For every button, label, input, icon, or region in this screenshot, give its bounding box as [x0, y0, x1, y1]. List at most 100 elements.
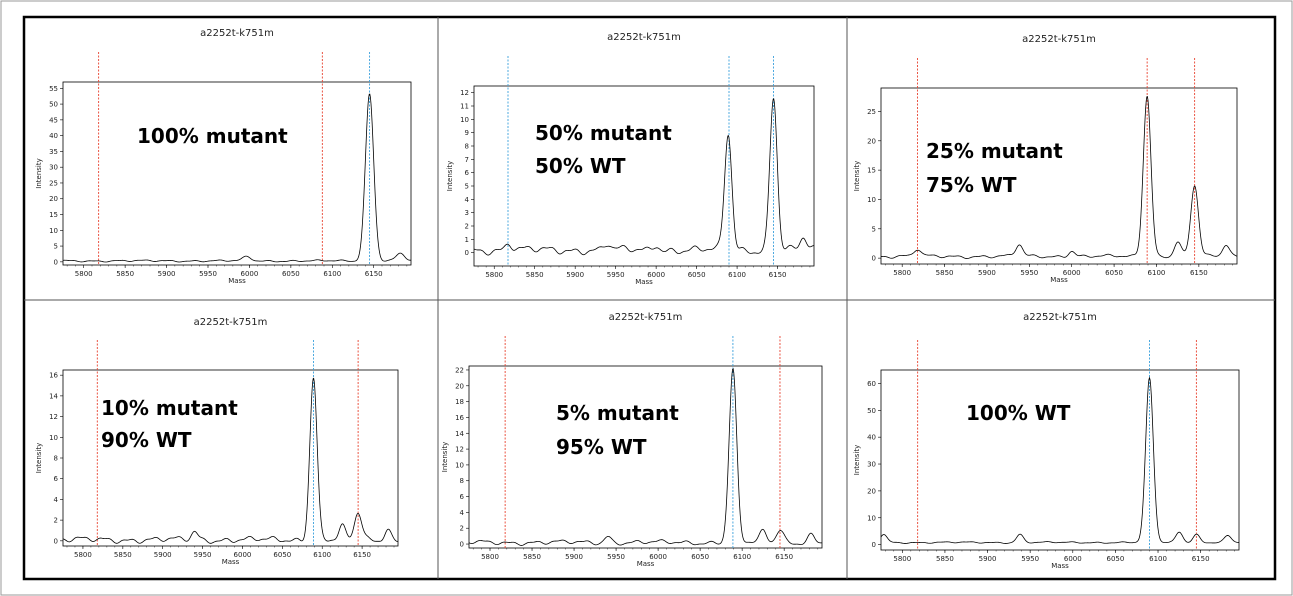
y-tick-label: 20	[455, 382, 464, 390]
y-tick-label: 9	[465, 129, 469, 137]
y-tick-label: 30	[49, 164, 58, 172]
x-tick-label: 5850	[114, 551, 132, 559]
y-tick-label: 10	[455, 461, 464, 469]
y-tick-label: 20	[867, 137, 876, 145]
y-tick-label: 0	[54, 537, 58, 545]
y-tick-label: 10	[49, 227, 58, 235]
x-tick-label: 5900	[979, 555, 997, 563]
y-tick-label: 40	[867, 434, 876, 442]
chart-title: a2252t-k751m	[1022, 34, 1096, 45]
y-tick-label: 0	[872, 541, 876, 549]
x-tick-label: 6100	[1149, 555, 1167, 563]
annotation-label: 95% WT	[556, 435, 647, 459]
chart-title: a2252t-k751m	[194, 317, 268, 328]
x-tick-label: 6050	[282, 270, 300, 278]
y-tick-label: 3	[465, 209, 469, 217]
x-tick-label: 6050	[1105, 269, 1123, 277]
y-tick-label: 10	[49, 434, 58, 442]
x-tick-label: 6000	[234, 551, 252, 559]
x-tick-label: 5900	[158, 270, 176, 278]
x-tick-label: 5950	[607, 553, 625, 561]
annotation-label: 100% mutant	[137, 124, 288, 148]
x-axis-label: Mass	[222, 558, 240, 566]
x-tick-label: 5800	[74, 551, 92, 559]
y-axis-label: Intensity	[853, 161, 861, 191]
y-tick-label: 12	[49, 413, 58, 421]
y-tick-label: 20	[867, 487, 876, 495]
y-tick-label: 0	[465, 249, 469, 257]
y-tick-label: 4	[460, 509, 465, 517]
x-tick-label: 5950	[194, 551, 212, 559]
y-tick-label: 6	[54, 475, 59, 483]
chart-title: a2252t-k751m	[609, 312, 683, 323]
x-axis-label: Mass	[637, 560, 655, 568]
y-axis-label: Intensity	[446, 161, 454, 191]
y-tick-label: 16	[49, 372, 58, 380]
y-axis-label: Intensity	[35, 443, 43, 473]
x-tick-label: 6100	[313, 551, 331, 559]
y-tick-label: 8	[54, 455, 58, 463]
x-tick-label: 6000	[649, 553, 667, 561]
x-tick-label: 5950	[199, 270, 217, 278]
y-tick-label: 0	[872, 255, 876, 263]
x-tick-label: 6150	[365, 270, 383, 278]
x-tick-label: 6050	[1106, 555, 1124, 563]
x-axis-label: Mass	[635, 278, 653, 286]
y-tick-label: 22	[455, 366, 464, 374]
y-tick-label: 4	[54, 496, 59, 504]
x-tick-label: 6050	[273, 551, 291, 559]
y-tick-label: 10	[867, 514, 876, 522]
y-tick-label: 11	[460, 103, 469, 111]
y-tick-label: 60	[867, 380, 876, 388]
x-tick-label: 5950	[1020, 269, 1038, 277]
x-tick-label: 5900	[978, 269, 996, 277]
y-tick-label: 2	[54, 517, 58, 525]
x-tick-label: 6100	[733, 553, 751, 561]
x-tick-label: 5800	[485, 271, 503, 279]
annotation-label: 100% WT	[966, 401, 1071, 425]
y-tick-label: 14	[49, 392, 58, 400]
x-axis-label: Mass	[1050, 276, 1068, 284]
y-tick-label: 8	[465, 143, 469, 151]
x-axis-label: Mass	[1051, 562, 1069, 570]
plot-area	[62, 369, 399, 547]
x-tick-label: 5900	[566, 271, 584, 279]
y-tick-label: 50	[49, 101, 58, 109]
y-tick-label: 12	[460, 89, 469, 97]
chart-title: a2252t-k751m	[1023, 312, 1097, 323]
x-tick-label: 6100	[728, 271, 746, 279]
annotation-label: 10% mutant	[101, 396, 238, 420]
grid-frame	[22, 15, 1277, 581]
y-tick-label: 0	[460, 541, 464, 549]
x-tick-label: 5850	[936, 269, 954, 277]
x-tick-label: 6100	[1148, 269, 1166, 277]
y-tick-label: 30	[867, 461, 876, 469]
spectrum-trace	[880, 95, 1238, 259]
annotation-label: 5% mutant	[556, 401, 679, 425]
chart-title: a2252t-k751m	[607, 32, 681, 43]
y-tick-label: 6	[460, 493, 465, 501]
y-tick-label: 12	[455, 446, 464, 454]
y-tick-label: 8	[460, 477, 464, 485]
y-tick-label: 10	[460, 116, 469, 124]
x-tick-label: 6150	[1192, 555, 1210, 563]
y-tick-label: 14	[455, 430, 464, 438]
x-tick-label: 5800	[481, 553, 499, 561]
x-tick-label: 5850	[936, 555, 954, 563]
y-tick-label: 25	[49, 179, 58, 187]
x-tick-label: 6000	[1064, 555, 1082, 563]
spectrum-trace	[880, 376, 1240, 544]
chart-title: a2252t-k751m	[200, 28, 274, 39]
plot-area	[880, 369, 1240, 551]
x-tick-label: 5800	[893, 269, 911, 277]
y-tick-label: 18	[455, 398, 464, 406]
x-tick-label: 6150	[769, 271, 787, 279]
x-tick-label: 6000	[241, 270, 259, 278]
y-tick-label: 4	[465, 196, 470, 204]
y-tick-label: 40	[49, 132, 58, 140]
y-tick-label: 5	[54, 243, 58, 251]
x-tick-label: 5800	[893, 555, 911, 563]
